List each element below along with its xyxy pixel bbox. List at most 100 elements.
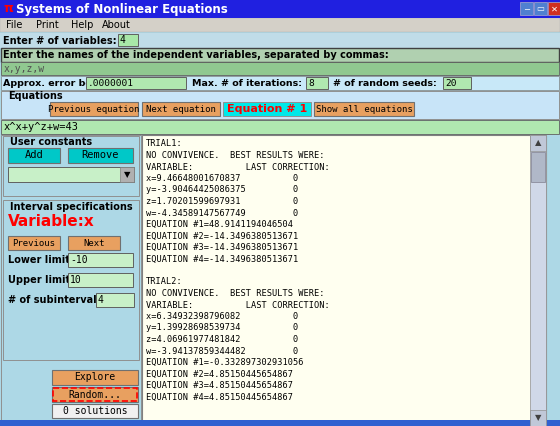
Bar: [52, 404, 138, 418]
Text: EQUATION #2=4.85150445654867: EQUATION #2=4.85150445654867: [146, 369, 293, 378]
Bar: [0, 18, 560, 32]
Text: Equations: Equations: [8, 91, 63, 101]
Bar: [1, 76, 559, 90]
Text: EQUATION #4=4.85150445654867: EQUATION #4=4.85150445654867: [146, 392, 293, 401]
Text: Approx. error bound:: Approx. error bound:: [3, 78, 116, 87]
Text: ▭: ▭: [536, 5, 544, 14]
Text: EQUATION #1=-0.332897302931056: EQUATION #1=-0.332897302931056: [146, 358, 304, 367]
Bar: [223, 102, 311, 116]
Bar: [120, 167, 134, 182]
Text: # of random seeds:: # of random seeds:: [333, 78, 437, 87]
Text: EQUATION #2=-14.3496380513671: EQUATION #2=-14.3496380513671: [146, 231, 298, 241]
Text: NO CONVIVENCE.  BEST RESULTS WERE:: NO CONVIVENCE. BEST RESULTS WERE:: [146, 151, 324, 160]
Text: Upper limit:: Upper limit:: [8, 275, 74, 285]
Bar: [530, 135, 546, 151]
Bar: [68, 273, 133, 287]
Text: x^x+y^z+w=43: x^x+y^z+w=43: [4, 122, 79, 132]
Text: 4: 4: [120, 35, 126, 45]
Text: Next equation: Next equation: [146, 104, 216, 113]
Text: x,y,z,w: x,y,z,w: [4, 63, 45, 74]
Text: Remove: Remove: [82, 150, 119, 161]
Text: z=1.70201599697931          0: z=1.70201599697931 0: [146, 197, 298, 206]
Text: ▼: ▼: [124, 170, 130, 179]
Text: 4: 4: [98, 295, 104, 305]
Bar: [1, 48, 559, 62]
Bar: [1, 91, 559, 119]
Text: TRIAL1:: TRIAL1:: [146, 139, 183, 149]
Text: EQUATION #3=4.85150445654867: EQUATION #3=4.85150445654867: [146, 381, 293, 390]
Bar: [50, 102, 138, 116]
Bar: [142, 102, 220, 116]
Bar: [68, 148, 133, 163]
Bar: [534, 2, 547, 15]
Bar: [118, 34, 138, 46]
Bar: [8, 167, 134, 182]
Text: Lower limit:: Lower limit:: [8, 255, 74, 265]
Bar: [1, 135, 141, 426]
Bar: [530, 135, 546, 426]
Text: ✕: ✕: [551, 5, 558, 14]
Bar: [0, 33, 560, 48]
Text: 10: 10: [70, 275, 82, 285]
Text: ─: ─: [524, 5, 529, 14]
Bar: [52, 370, 138, 385]
Text: TRIAL2:: TRIAL2:: [146, 277, 183, 287]
Text: y=-3.90464425086375         0: y=-3.90464425086375 0: [146, 185, 298, 195]
Text: -10: -10: [70, 255, 87, 265]
Bar: [3, 200, 139, 360]
Bar: [142, 135, 546, 426]
Text: z=4.06961977481842          0: z=4.06961977481842 0: [146, 335, 298, 344]
Text: Random...: Random...: [68, 389, 122, 400]
Bar: [306, 77, 328, 89]
Bar: [0, 420, 560, 426]
Text: About: About: [101, 20, 130, 30]
Text: Help: Help: [72, 20, 94, 30]
Text: Interval specifications: Interval specifications: [10, 202, 133, 212]
Text: ▲: ▲: [535, 138, 542, 147]
Bar: [548, 2, 560, 15]
Text: Variable:x: Variable:x: [8, 215, 95, 230]
Text: 20: 20: [445, 78, 456, 87]
Text: .0000001: .0000001: [88, 78, 134, 87]
Bar: [52, 387, 138, 402]
Bar: [531, 152, 545, 182]
Text: Previous equation: Previous equation: [48, 104, 139, 113]
Text: Max. # of iterations:: Max. # of iterations:: [192, 78, 302, 87]
Text: File: File: [6, 20, 22, 30]
Bar: [443, 77, 471, 89]
Bar: [68, 236, 120, 250]
Text: Next: Next: [83, 239, 105, 248]
Bar: [520, 2, 533, 15]
Text: x=9.46648001670837          0: x=9.46648001670837 0: [146, 174, 298, 183]
Text: Enter the names of the independent variables, separated by commas:: Enter the names of the independent varia…: [3, 50, 389, 60]
Text: w=-4.34589147567749         0: w=-4.34589147567749 0: [146, 208, 298, 218]
Text: Explore: Explore: [74, 372, 115, 383]
Text: Enter # of variables:: Enter # of variables:: [3, 35, 116, 46]
Text: User constants: User constants: [10, 137, 92, 147]
Text: Systems of Nonlinear Equations: Systems of Nonlinear Equations: [16, 3, 228, 15]
Text: Print: Print: [36, 20, 59, 30]
Bar: [1, 62, 559, 75]
Text: Equation # 1: Equation # 1: [227, 104, 307, 114]
Bar: [530, 410, 546, 426]
Bar: [1, 120, 559, 134]
Text: Previous: Previous: [12, 239, 55, 248]
Text: ▼: ▼: [535, 414, 542, 423]
Bar: [3, 136, 139, 196]
Text: 0 solutions: 0 solutions: [63, 406, 127, 416]
Text: Show all equations: Show all equations: [316, 104, 412, 113]
Text: EQUATION #4=-14.3496380513671: EQUATION #4=-14.3496380513671: [146, 254, 298, 264]
Bar: [86, 77, 186, 89]
Text: VARIABLE:          LAST CORRECTION:: VARIABLE: LAST CORRECTION:: [146, 162, 330, 172]
Bar: [314, 102, 414, 116]
Bar: [68, 253, 133, 267]
Text: # of subintervals:: # of subintervals:: [8, 295, 106, 305]
Bar: [8, 148, 60, 163]
Bar: [0, 0, 560, 18]
Text: Add: Add: [25, 150, 43, 161]
Text: EQUATION #3=-14.3496380513671: EQUATION #3=-14.3496380513671: [146, 243, 298, 252]
Text: VARIABLE:          LAST CORRECTION:: VARIABLE: LAST CORRECTION:: [146, 300, 330, 310]
Text: EQUATION #1=48.9141194046504: EQUATION #1=48.9141194046504: [146, 220, 293, 229]
Bar: [53, 388, 137, 401]
Text: x=6.34932398796082          0: x=6.34932398796082 0: [146, 312, 298, 321]
